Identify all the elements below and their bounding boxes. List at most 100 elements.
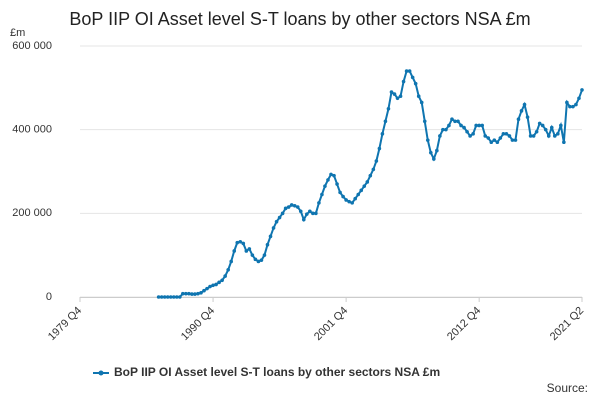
- y-tick-label: 200 000: [12, 207, 52, 219]
- data-point: [425, 138, 430, 142]
- data-point: [190, 292, 194, 296]
- data-point: [531, 134, 536, 138]
- data-point: [528, 134, 533, 138]
- data-point: [301, 217, 306, 222]
- data-point: [441, 127, 445, 132]
- data-point: [235, 240, 240, 245]
- y-axis-label: £m: [10, 27, 25, 39]
- data-point: [156, 295, 161, 299]
- data-point: [450, 117, 454, 122]
- data-point: [522, 102, 527, 107]
- data-point: [456, 119, 460, 124]
- data-point: [556, 132, 560, 136]
- data-point: [371, 167, 376, 172]
- data-point: [510, 138, 515, 142]
- data-point: [274, 219, 279, 224]
- data-point: [238, 239, 243, 244]
- data-point: [540, 123, 545, 128]
- data-point: [362, 184, 367, 188]
- data-point: [226, 268, 230, 272]
- data-point: [159, 295, 164, 299]
- data-point: [247, 247, 252, 251]
- data-point: [350, 201, 354, 205]
- data-point: [519, 109, 524, 113]
- data-point: [465, 129, 469, 134]
- data-point: [184, 291, 188, 296]
- data-point: [410, 75, 415, 80]
- data-point: [368, 173, 373, 178]
- data-point: [356, 192, 361, 197]
- data-point: [574, 102, 578, 107]
- data-point: [223, 274, 227, 278]
- data-point: [211, 283, 215, 288]
- data-point: [162, 295, 167, 299]
- data-point: [501, 132, 506, 136]
- data-point: [256, 259, 261, 264]
- data-point: [199, 291, 203, 295]
- data-point: [374, 159, 379, 163]
- data-point: [205, 286, 209, 291]
- data-point: [432, 157, 436, 161]
- data-point: [462, 125, 466, 130]
- data-point: [353, 196, 357, 201]
- data-point: [552, 134, 557, 138]
- data-point: [428, 150, 433, 155]
- data-point: [280, 211, 285, 216]
- data-point: [568, 104, 572, 109]
- data-point: [492, 138, 497, 142]
- data-point: [537, 121, 542, 126]
- x-tick-label: 2021 Q2: [548, 305, 586, 343]
- y-tick-label: 400 000: [12, 124, 52, 136]
- data-point: [335, 182, 339, 186]
- data-point: [438, 134, 442, 138]
- data-point: [253, 257, 258, 262]
- x-tick-label: 1979 Q4: [46, 305, 84, 343]
- data-point: [232, 249, 237, 253]
- legend-marker: [98, 370, 104, 376]
- data-point: [444, 127, 448, 132]
- data-point: [559, 123, 563, 128]
- data-point: [314, 211, 318, 216]
- data-point: [320, 192, 324, 197]
- data-point: [504, 132, 509, 136]
- data-point: [365, 180, 370, 184]
- data-point: [419, 100, 424, 105]
- data-point: [543, 127, 548, 132]
- data-point: [483, 134, 488, 138]
- data-point: [292, 204, 297, 208]
- data-point: [477, 123, 481, 128]
- data-point: [389, 90, 394, 94]
- data-point: [174, 295, 179, 299]
- data-point: [486, 136, 491, 140]
- data-point: [295, 205, 300, 209]
- data-point: [332, 173, 336, 178]
- data-point: [516, 117, 521, 122]
- data-point: [187, 291, 191, 296]
- data-point: [338, 190, 342, 195]
- legend-label: BoP IIP OI Asset level S-T loans by othe…: [114, 365, 440, 379]
- data-point: [468, 134, 472, 138]
- data-point: [289, 203, 294, 207]
- data-point: [359, 188, 364, 193]
- data-point: [549, 125, 554, 130]
- data-point: [386, 106, 391, 111]
- data-point: [171, 295, 176, 299]
- data-point: [181, 291, 185, 296]
- data-point: [229, 259, 234, 264]
- data-point: [546, 134, 551, 138]
- data-point: [305, 212, 309, 216]
- x-tick-label: 1990 Q4: [179, 305, 217, 343]
- data-point: [344, 198, 348, 202]
- data-point: [168, 295, 173, 299]
- data-point: [513, 138, 518, 142]
- data-point: [489, 140, 494, 145]
- data-point: [498, 136, 503, 140]
- data-point: [208, 284, 212, 289]
- data-point: [422, 119, 427, 124]
- data-point: [329, 172, 333, 177]
- data-point: [165, 295, 170, 299]
- data-point: [392, 92, 397, 96]
- y-tick-label: 0: [46, 291, 52, 303]
- x-tick-label: 2012 Q4: [445, 305, 483, 343]
